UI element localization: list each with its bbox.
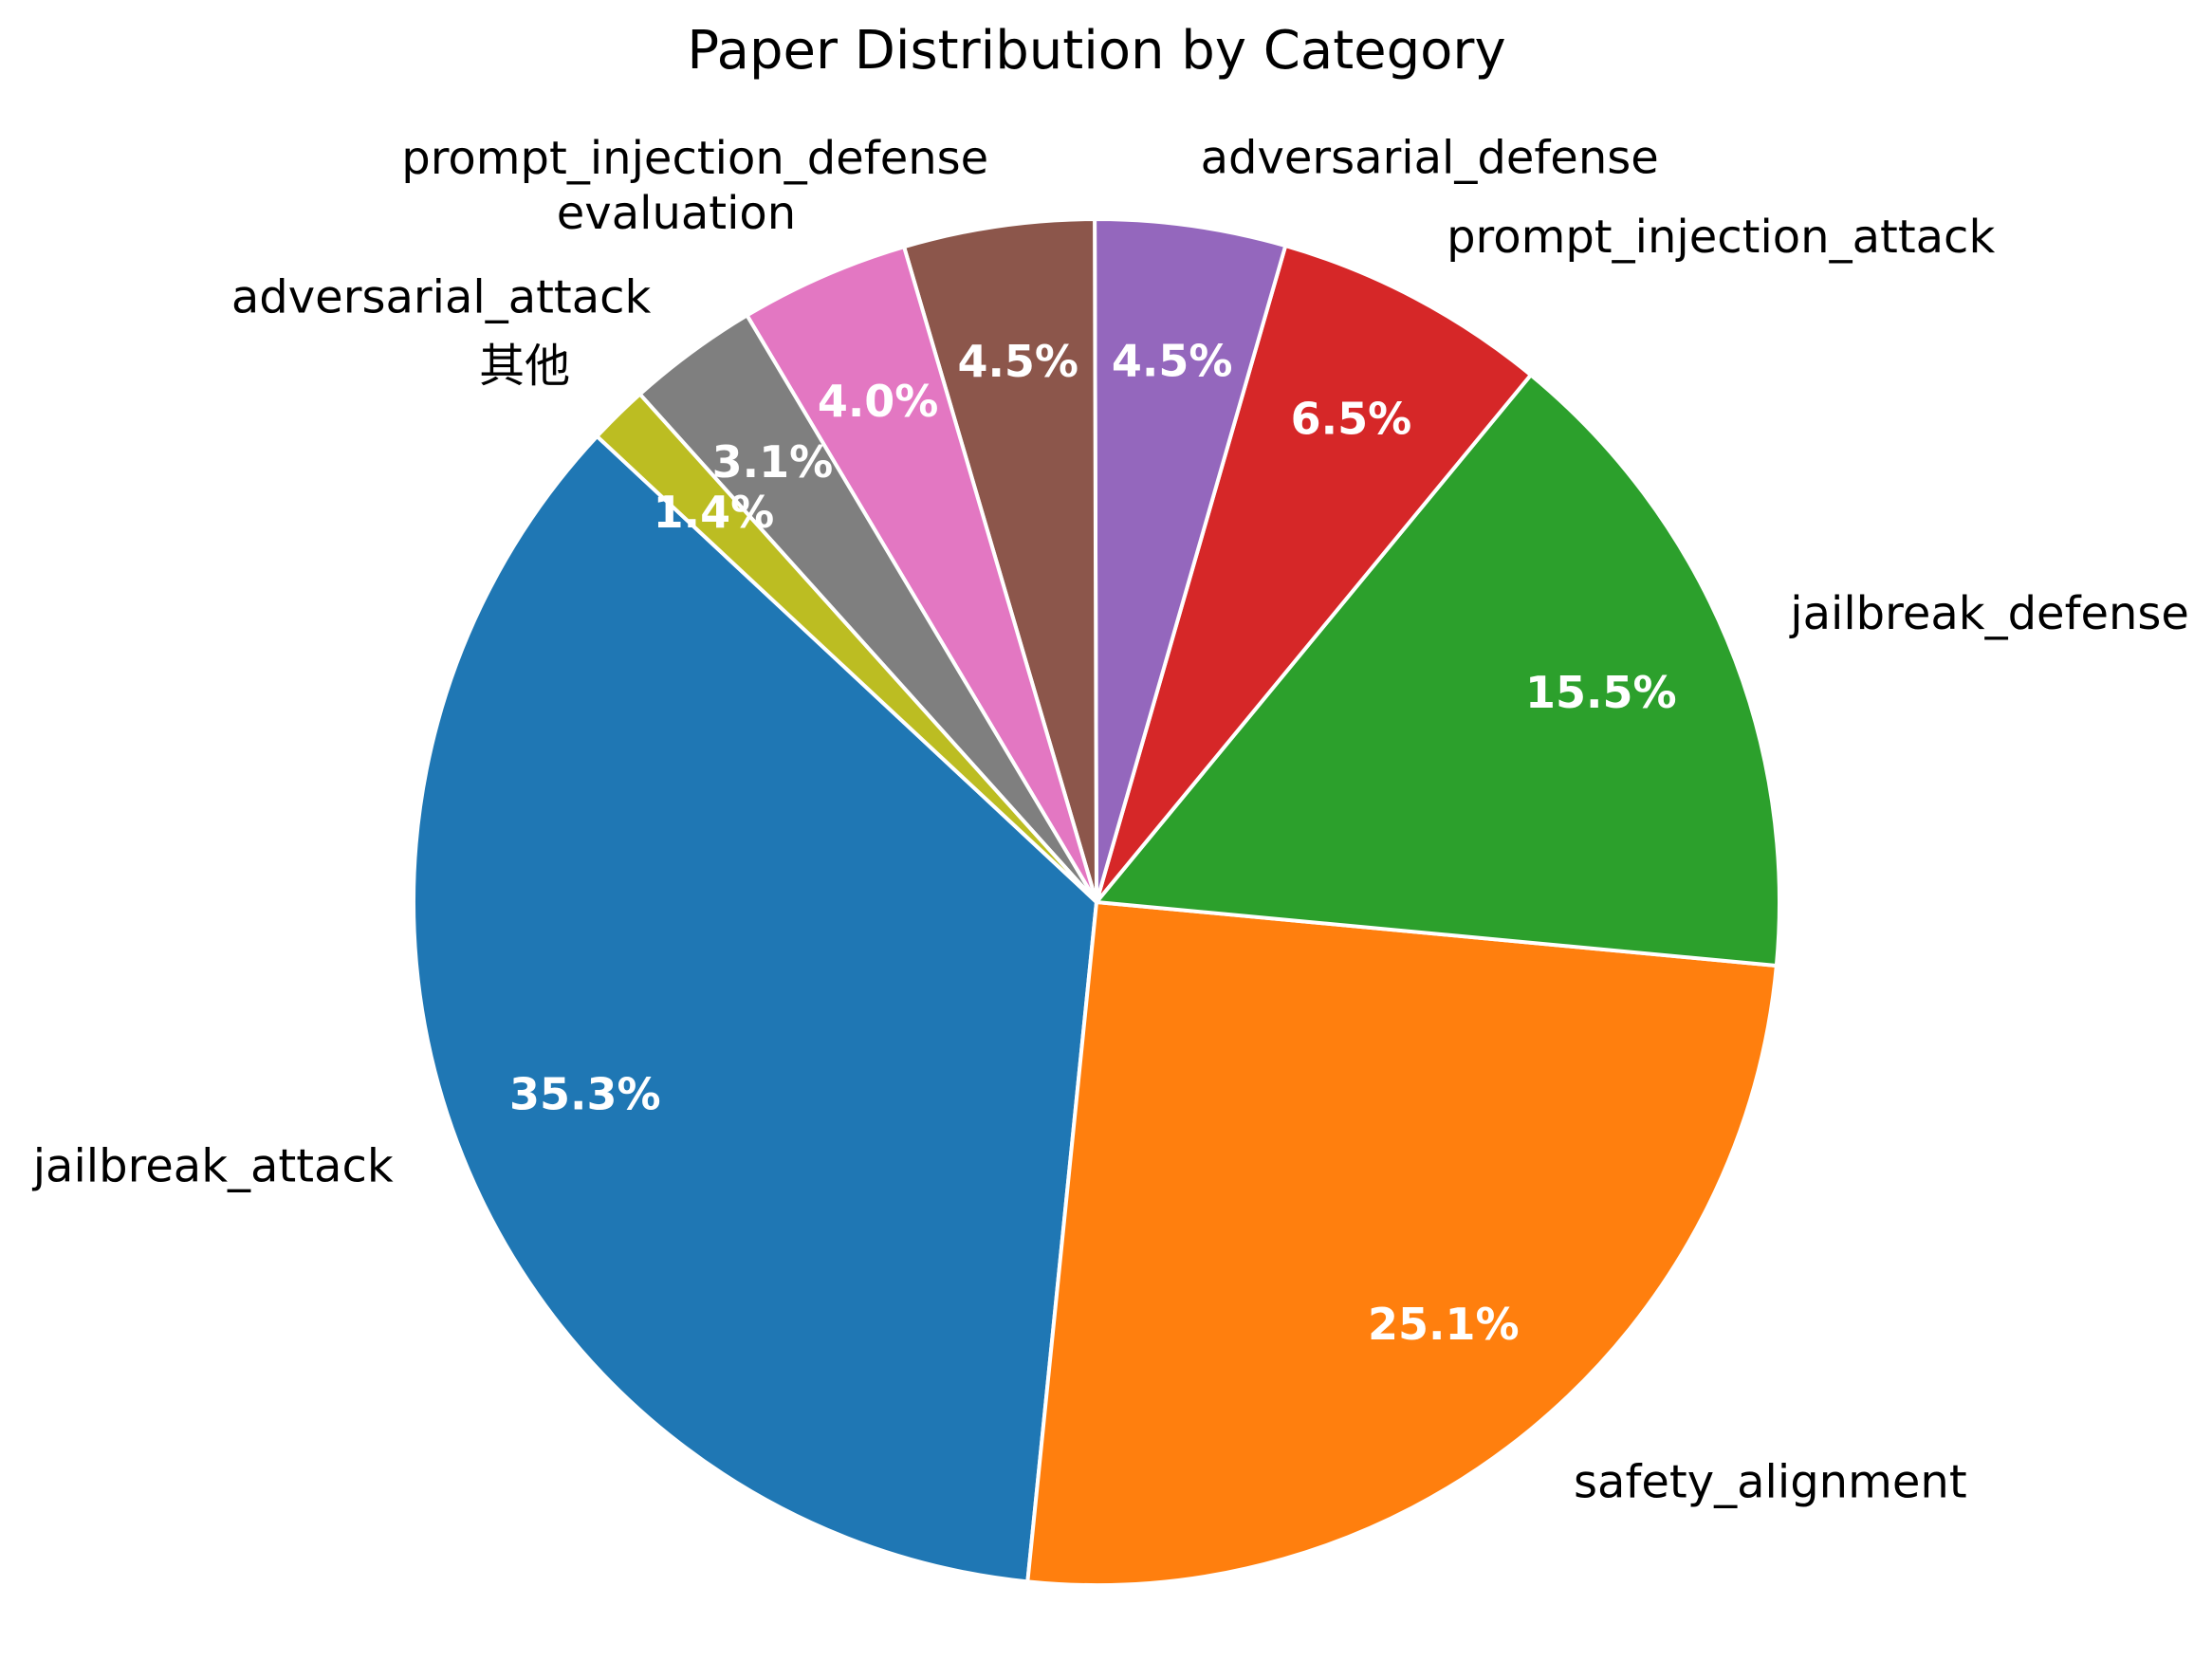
slice-label: adversarial_attack [231,270,652,323]
pie-slice-prompt-injection-defense [902,217,1098,904]
slice-percent-label: 4.5% [1112,336,1233,387]
pie-labels: jailbreak_attack 35.3% safety_alignment 25.… [32,132,2189,1509]
pie-slice-jailbreak-attack [412,434,1098,1584]
pie-slices [412,217,1781,1587]
pie-slice-prompt-injection-attack [1095,244,1533,904]
pie-slice-evaluation [745,245,1098,904]
slice-percent-label: 15.5% [1525,667,1677,718]
slice-label: safety_alignment [1574,1456,1967,1509]
slice-label: prompt_injection_defense [401,132,988,185]
slice-label: adversarial_defense [1201,132,1659,185]
slice-percent-label: 4.0% [818,376,939,427]
slice-percent-label: 1.4% [654,487,775,538]
slice-percent-label: 6.5% [1291,393,1412,444]
pie-slice-其他 [595,392,1098,904]
slice-label: jailbreak_attack [32,1140,394,1193]
slice-label: 其他 [479,340,570,393]
slice-percent-label: 3.1% [712,436,834,488]
slice-percent-label: 4.5% [957,336,1078,387]
pie-slice-adversarial-defense [1093,217,1288,904]
pie-slice-jailbreak-defense [1095,373,1781,969]
slice-label: evaluation [557,187,796,240]
slice-percent-label: 25.1% [1368,1299,1520,1350]
chart-title: Paper Distribution by Category [687,20,1505,82]
pie-slice-safety-alignment [1025,900,1779,1587]
slice-label: prompt_injection_attack [1447,211,1995,264]
slice-percent-label: 35.3% [509,1069,661,1120]
slice-label: jailbreak_defense [1789,587,2189,640]
